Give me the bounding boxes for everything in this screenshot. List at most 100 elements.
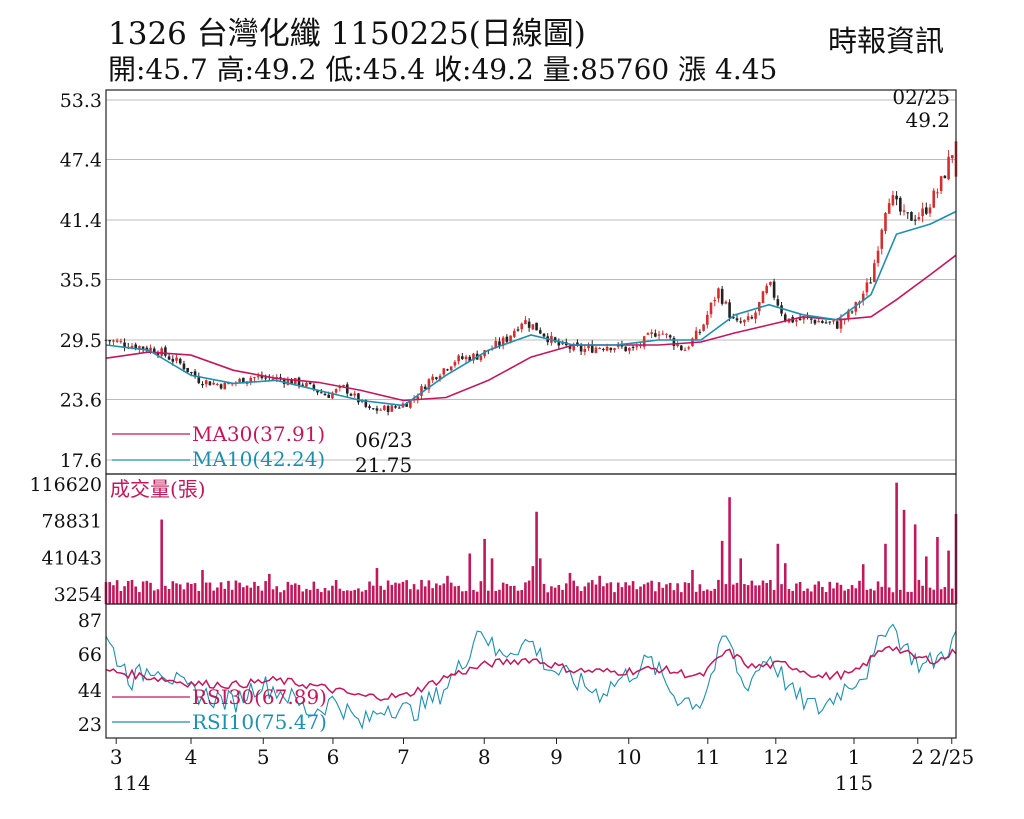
candle-body xyxy=(913,219,917,221)
candle-body xyxy=(164,347,167,356)
volume-bar xyxy=(152,590,156,604)
volume-bar xyxy=(899,589,902,604)
volume-bar xyxy=(334,580,338,604)
volume-bar xyxy=(720,540,724,604)
volume-bar xyxy=(520,590,524,604)
volume-bar xyxy=(438,585,442,604)
volume-bar xyxy=(624,582,627,604)
volume-bar xyxy=(323,588,327,604)
volume-bar xyxy=(828,581,832,604)
candle-body xyxy=(568,345,572,349)
volume-bar xyxy=(538,558,542,604)
volume-bar xyxy=(115,580,119,604)
candle-body xyxy=(754,312,757,319)
rsi-panel xyxy=(105,623,957,730)
volume-bar xyxy=(416,589,420,604)
volume-bar xyxy=(412,584,416,604)
volume-bar xyxy=(509,586,512,604)
volume-bar xyxy=(628,585,631,604)
volume-bar xyxy=(731,584,735,604)
ma10-line xyxy=(105,210,957,407)
candle-body xyxy=(783,314,787,322)
candle-body xyxy=(572,343,575,351)
volume-bar xyxy=(494,590,498,604)
candle-body xyxy=(193,371,197,377)
candle-body xyxy=(134,344,137,350)
candle-body xyxy=(542,333,546,337)
candle-body xyxy=(319,392,323,394)
month-label-0: 3 xyxy=(110,745,123,769)
price-panel xyxy=(104,141,958,416)
candle-body xyxy=(149,347,152,352)
volume-bar xyxy=(550,586,553,604)
volume-bar xyxy=(449,582,453,604)
candle-body xyxy=(505,336,509,342)
volume-bar xyxy=(783,563,787,604)
chart-title: 1326 台灣化纖 1150225(日線圖) xyxy=(108,16,586,52)
volume-bar xyxy=(345,590,349,604)
candle-body xyxy=(579,345,583,352)
volume-bar xyxy=(435,583,438,604)
rsi30-line xyxy=(105,645,957,702)
volume-bar xyxy=(568,572,572,604)
volume-bar xyxy=(138,592,141,604)
candle-body xyxy=(201,383,204,386)
rsi-y-tick-3: 23 xyxy=(78,714,102,736)
volume-bar xyxy=(234,580,238,604)
candle-body xyxy=(824,322,828,324)
volume-bar xyxy=(654,591,657,604)
candle-body xyxy=(861,293,865,301)
candle-body xyxy=(242,377,245,384)
volume-bar xyxy=(112,585,115,604)
volume-bar xyxy=(531,566,535,604)
ma30-legend-label: MA30(37.91) xyxy=(192,422,325,446)
volume-bar xyxy=(932,589,936,604)
candle-body xyxy=(123,342,126,347)
volume-bar xyxy=(208,582,212,604)
candle-body xyxy=(375,408,379,411)
volume-bar xyxy=(895,482,898,604)
candle-body xyxy=(141,346,145,349)
volume-bar xyxy=(223,588,227,604)
candle-body xyxy=(416,396,420,400)
volume-y-tick-0: 116620 xyxy=(29,474,102,496)
volume-bar xyxy=(598,575,601,604)
volume-bar xyxy=(268,573,271,604)
volume-bar xyxy=(835,582,839,604)
volume-bar xyxy=(487,590,490,604)
candle-body xyxy=(950,155,954,159)
candle-body xyxy=(936,192,939,194)
candle-body xyxy=(899,197,902,212)
volume-bar xyxy=(717,579,720,604)
candle-body xyxy=(472,353,475,361)
candle-body xyxy=(724,301,728,304)
volume-bar xyxy=(728,497,731,604)
candle-body xyxy=(538,330,542,334)
volume-bar xyxy=(665,584,668,604)
volume-bar xyxy=(134,586,137,604)
volume-bar xyxy=(394,582,397,604)
candle-body xyxy=(702,324,705,331)
volume-bar xyxy=(798,582,802,604)
candle-body xyxy=(925,207,928,214)
volume-bar xyxy=(457,585,460,604)
volume-bar xyxy=(950,588,954,604)
year-label-0: 114 xyxy=(112,771,150,795)
candle-body xyxy=(895,195,898,200)
volume-bar xyxy=(876,581,880,604)
volume-bar xyxy=(145,580,149,604)
volume-bar xyxy=(245,585,249,604)
candle-body xyxy=(301,384,305,386)
rsi30-legend-label: RSI30(67.89) xyxy=(192,685,327,709)
month-label-4: 7 xyxy=(397,745,410,769)
volume-bar xyxy=(620,587,624,604)
volume-bar xyxy=(171,581,175,604)
panel-frame-2 xyxy=(105,603,957,739)
candle-body xyxy=(576,342,579,346)
volume-bar xyxy=(724,584,728,604)
candle-body xyxy=(260,374,264,379)
candle-body xyxy=(594,347,598,353)
volume-bar xyxy=(917,579,921,604)
volume-bar xyxy=(910,591,913,604)
volume-bar xyxy=(928,587,932,604)
